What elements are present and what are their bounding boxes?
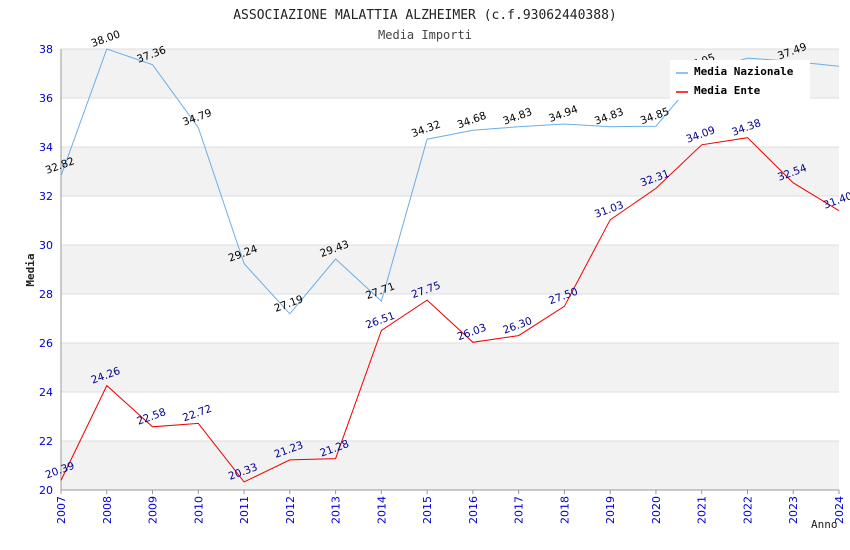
grid-band [61, 196, 839, 245]
x-tick-label: 2008 [101, 496, 114, 524]
y-tick-label: 20 [39, 484, 53, 497]
x-tick-label: 2016 [467, 496, 480, 524]
y-tick-label: 30 [39, 239, 53, 252]
x-tick-label: 2012 [284, 496, 297, 524]
x-axis-title: Anno [811, 518, 838, 531]
x-tick-label: 2020 [650, 496, 663, 524]
y-tick-label: 38 [39, 43, 53, 56]
x-tick-label: 2011 [238, 496, 251, 524]
series-line-media-ente [60, 137, 840, 483]
x-tick-label: 2019 [604, 496, 617, 524]
chart-subtitle: Media Importi [378, 28, 472, 42]
y-tick-label: 22 [39, 435, 53, 448]
grid-band [61, 343, 839, 392]
y-tick-labels: 20 22 24 26 28 30 32 34 36 38 [39, 43, 53, 497]
y-tick-label: 36 [39, 92, 53, 105]
legend-label-media-ente: Media Ente [694, 84, 761, 97]
grid-lines [61, 48, 839, 491]
x-tick-label: 2013 [330, 496, 343, 524]
x-tick-label: 2022 [741, 496, 754, 524]
data-label: 38.00 [90, 28, 122, 50]
y-tick-label: 34 [39, 141, 53, 154]
x-tick-label: 2009 [147, 496, 160, 524]
grid-bands [61, 49, 839, 490]
x-tick-label: 2021 [696, 496, 709, 524]
x-tick-label: 2010 [192, 496, 205, 524]
grid-band [61, 147, 839, 196]
y-tick-label: 32 [39, 190, 53, 203]
legend: Media Nazionale Media Ente [670, 60, 810, 100]
x-tick-label: 2014 [375, 496, 388, 524]
legend-label-media-nazionale: Media Nazionale [694, 65, 794, 78]
y-tick-label: 24 [39, 386, 53, 399]
x-tick-label: 2024 [833, 496, 846, 524]
x-tick-label: 2017 [513, 496, 526, 524]
grid-band [61, 98, 839, 147]
y-tick-label: 26 [39, 337, 53, 350]
legend-background [670, 60, 810, 100]
x-tick-label: 2015 [421, 496, 434, 524]
y-tick-label: 28 [39, 288, 53, 301]
y-axis-title: Media [24, 253, 37, 286]
x-tick-label: 2007 [55, 496, 68, 524]
chart-title: ASSOCIAZIONE MALATTIA ALZHEIMER (c.f.930… [233, 8, 617, 23]
grid-band [61, 441, 839, 490]
grid-band [61, 294, 839, 343]
x-tick-labels: 2007 2008 2009 2010 2011 2012 2013 2014 2015 2016… [55, 490, 846, 524]
x-tick-label: 2018 [558, 496, 571, 524]
grid-band [61, 392, 839, 441]
grid-band [61, 245, 839, 294]
x-tick-label: 2023 [787, 496, 800, 524]
